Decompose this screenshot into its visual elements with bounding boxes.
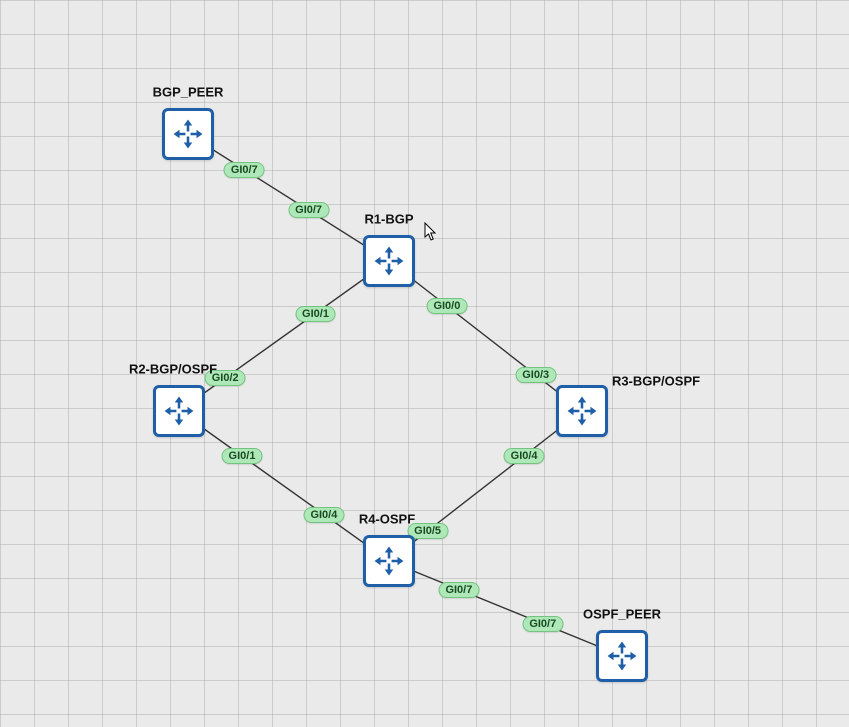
router-icon [372,244,406,278]
router-node-r4[interactable] [363,535,415,587]
link[interactable] [389,411,582,561]
port-label: GI0/2 [205,370,246,386]
router-icon [372,544,406,578]
port-label: GI0/4 [303,507,344,523]
port-label: GI0/7 [522,616,563,632]
node-label: OSPF_PEER [583,607,661,622]
link[interactable] [188,134,389,261]
mouse-cursor [424,222,438,242]
link[interactable] [389,261,582,411]
port-label: GI0/1 [222,448,263,464]
router-node-ospf_peer[interactable] [596,630,648,682]
router-icon [605,639,639,673]
router-node-r3[interactable] [556,385,608,437]
router-node-r1[interactable] [363,235,415,287]
node-label: BGP_PEER [153,85,224,100]
node-label: R1-BGP [364,212,413,227]
router-icon [171,117,205,151]
port-label: GI0/7 [438,582,479,598]
topology-canvas[interactable]: GI0/7 GI0/7 GI0/1 GI0/2 GI0/0 GI0/3 GI0/1 GI0/4… [0,0,849,727]
link[interactable] [179,411,389,561]
port-label: GI0/4 [504,448,545,464]
node-label: R4-OSPF [359,512,415,527]
link[interactable] [179,261,389,411]
port-label: GI0/7 [224,162,265,178]
router-icon [162,394,196,428]
port-label: GI0/3 [515,367,556,383]
router-node-r2[interactable] [153,385,205,437]
router-node-bgp_peer[interactable] [162,108,214,160]
link[interactable] [389,561,622,656]
node-label: R3-BGP/OSPF [612,374,700,389]
port-label: GI0/1 [295,306,336,322]
node-label: R2-BGP/OSPF [129,362,217,377]
port-label: GI0/7 [288,202,329,218]
router-icon [565,394,599,428]
port-label: GI0/0 [426,298,467,314]
links-layer [0,0,849,727]
